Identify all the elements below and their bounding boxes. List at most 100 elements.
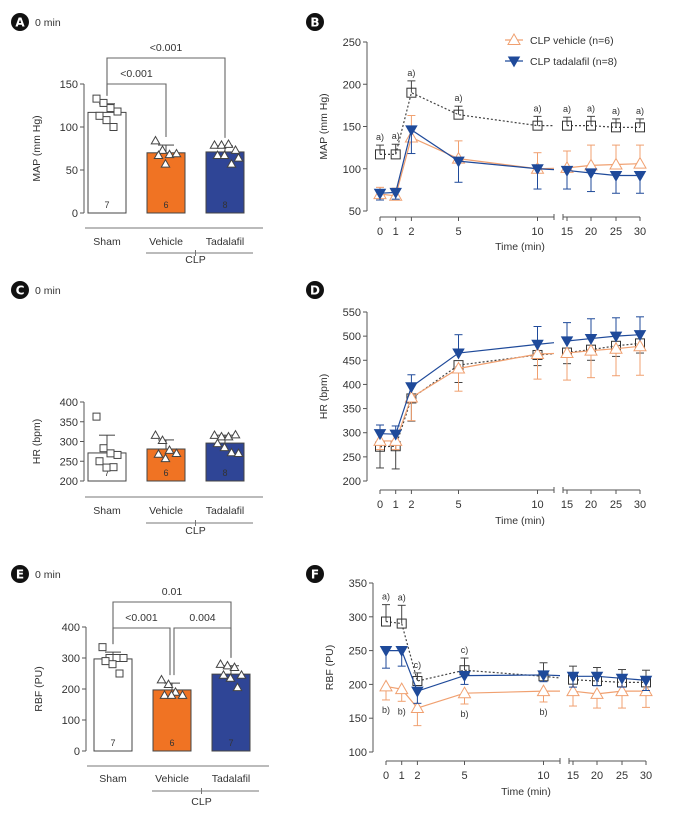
- y-axis-label: HR (bpm): [318, 374, 330, 420]
- y-tick-label: 350: [60, 417, 78, 429]
- x-tick-label: 10: [531, 226, 543, 238]
- data-point-triangle: [177, 689, 188, 699]
- y-tick-label: 200: [60, 476, 78, 488]
- marker-square: [635, 122, 645, 133]
- data-point-triangle: [222, 660, 233, 670]
- x-tick-label: 2: [414, 770, 420, 782]
- y-tick-label: 400: [343, 379, 361, 391]
- series-line: [566, 163, 641, 169]
- data-point-triangle: [171, 448, 182, 457]
- y-tick-label: 200: [62, 684, 80, 696]
- marker-triangle-up: [633, 339, 647, 352]
- marker-triangle-down: [373, 429, 387, 441]
- data-point-square: [92, 412, 101, 421]
- series-clp-vehicle-n-6: [373, 339, 647, 451]
- series-clp-vehicle-n-6: b) b) b) b): [379, 679, 653, 727]
- x-tick-label: 25: [610, 226, 622, 238]
- bar-tadalafil: [205, 151, 245, 214]
- data-point-triangle: [218, 669, 229, 679]
- marker-triangle-up: [410, 701, 425, 714]
- series-line: [379, 128, 555, 194]
- significance-annotation: c): [414, 660, 422, 670]
- series-line: [572, 690, 646, 695]
- series-line: [379, 136, 555, 197]
- x-tick-label: 30: [634, 226, 646, 238]
- series-clp-tadalafil-n-8: [379, 646, 653, 704]
- series-line: [385, 620, 561, 682]
- marker-triangle-down: [560, 336, 574, 348]
- bar-chart-a: 0 50 100 150 MAP (mm Hg) 7 Sham 6 Vehicle 8 Tadala…: [31, 42, 263, 266]
- y-tick-label: 300: [60, 437, 78, 449]
- data-point-triangle: [156, 674, 167, 684]
- y-tick-label: 150: [343, 122, 361, 134]
- data-point-triangle: [166, 689, 177, 699]
- data-point-triangle: [236, 669, 247, 679]
- y-tick-label: 200: [343, 79, 361, 91]
- bar-n-label: 7: [228, 738, 233, 748]
- data-point-square: [98, 643, 107, 652]
- marker-triangle-up: [373, 433, 387, 446]
- marker-square: [406, 87, 417, 98]
- badge-circle: [11, 281, 29, 299]
- marker-triangle-up: [451, 361, 466, 374]
- category-label: Vehicle: [149, 236, 183, 248]
- x-tick-label: 30: [640, 770, 652, 782]
- badge-letter: C: [16, 284, 25, 298]
- x-axis-label: Time (min): [495, 241, 545, 253]
- data-point-triangle: [233, 448, 244, 457]
- x-tick-label: 20: [585, 226, 597, 238]
- badge-circle: [306, 13, 324, 31]
- bar-sham: [93, 658, 133, 752]
- marker-triangle-down: [389, 429, 402, 441]
- marker-triangle-down: [615, 673, 629, 685]
- y-tick-label: 300: [349, 612, 367, 624]
- category-label: Sham: [93, 236, 121, 248]
- y-tick-label: 0: [74, 746, 80, 758]
- p-value-label: <0.001: [120, 68, 153, 80]
- x-tick-label: 2: [408, 499, 414, 511]
- data-point-triangle: [219, 150, 230, 160]
- y-tick-label: 200: [343, 476, 361, 488]
- y-tick-label: 400: [62, 622, 80, 634]
- data-point-square: [109, 123, 118, 131]
- data-point-triangle: [164, 444, 175, 454]
- marker-triangle-up: [530, 347, 545, 360]
- data-point-triangle: [225, 672, 236, 682]
- significance-annotation: b): [398, 706, 406, 716]
- legend-label: CLP tadalafil (n=8): [530, 56, 617, 68]
- x-tick-label: 25: [616, 770, 628, 782]
- bar-n-label: 7: [104, 200, 109, 210]
- series-line: [385, 685, 560, 709]
- badge-circle: [306, 281, 324, 299]
- series-line: [566, 169, 640, 177]
- data-point-triangle: [153, 150, 164, 160]
- bar-n-label: 7: [104, 468, 109, 478]
- data-point-triangle: [159, 689, 170, 699]
- data-point-triangle: [232, 682, 243, 692]
- badge-letter: F: [311, 568, 319, 582]
- series-sham: a) a) a) a) a) a) a) a) a): [375, 68, 645, 160]
- y-tick-label: 50: [66, 165, 78, 177]
- legend-marker-triangle-down: [507, 56, 521, 68]
- y-tick-label: 150: [349, 713, 367, 725]
- marker-triangle-down: [584, 334, 598, 345]
- category-label: Tadalafil: [206, 505, 245, 517]
- x-tick-label: 20: [591, 770, 603, 782]
- badge-circle: [11, 565, 29, 583]
- marker-triangle-up: [379, 679, 393, 692]
- y-tick-label: 250: [349, 646, 367, 658]
- significance-annotation: b): [382, 705, 390, 715]
- comparison-bracket: [173, 627, 232, 676]
- p-value-label: <0.001: [125, 612, 158, 624]
- significance-annotation: a): [382, 592, 390, 602]
- bar-n-label: 6: [163, 200, 168, 210]
- significance-annotation: a): [407, 68, 415, 78]
- data-point-triangle: [160, 453, 171, 463]
- panel-subtitle: 0 min: [35, 17, 61, 29]
- bar-n-label: 6: [163, 468, 168, 478]
- y-tick-label: 500: [343, 331, 361, 343]
- y-tick-label: 400: [60, 397, 78, 409]
- data-point-triangle: [150, 135, 161, 145]
